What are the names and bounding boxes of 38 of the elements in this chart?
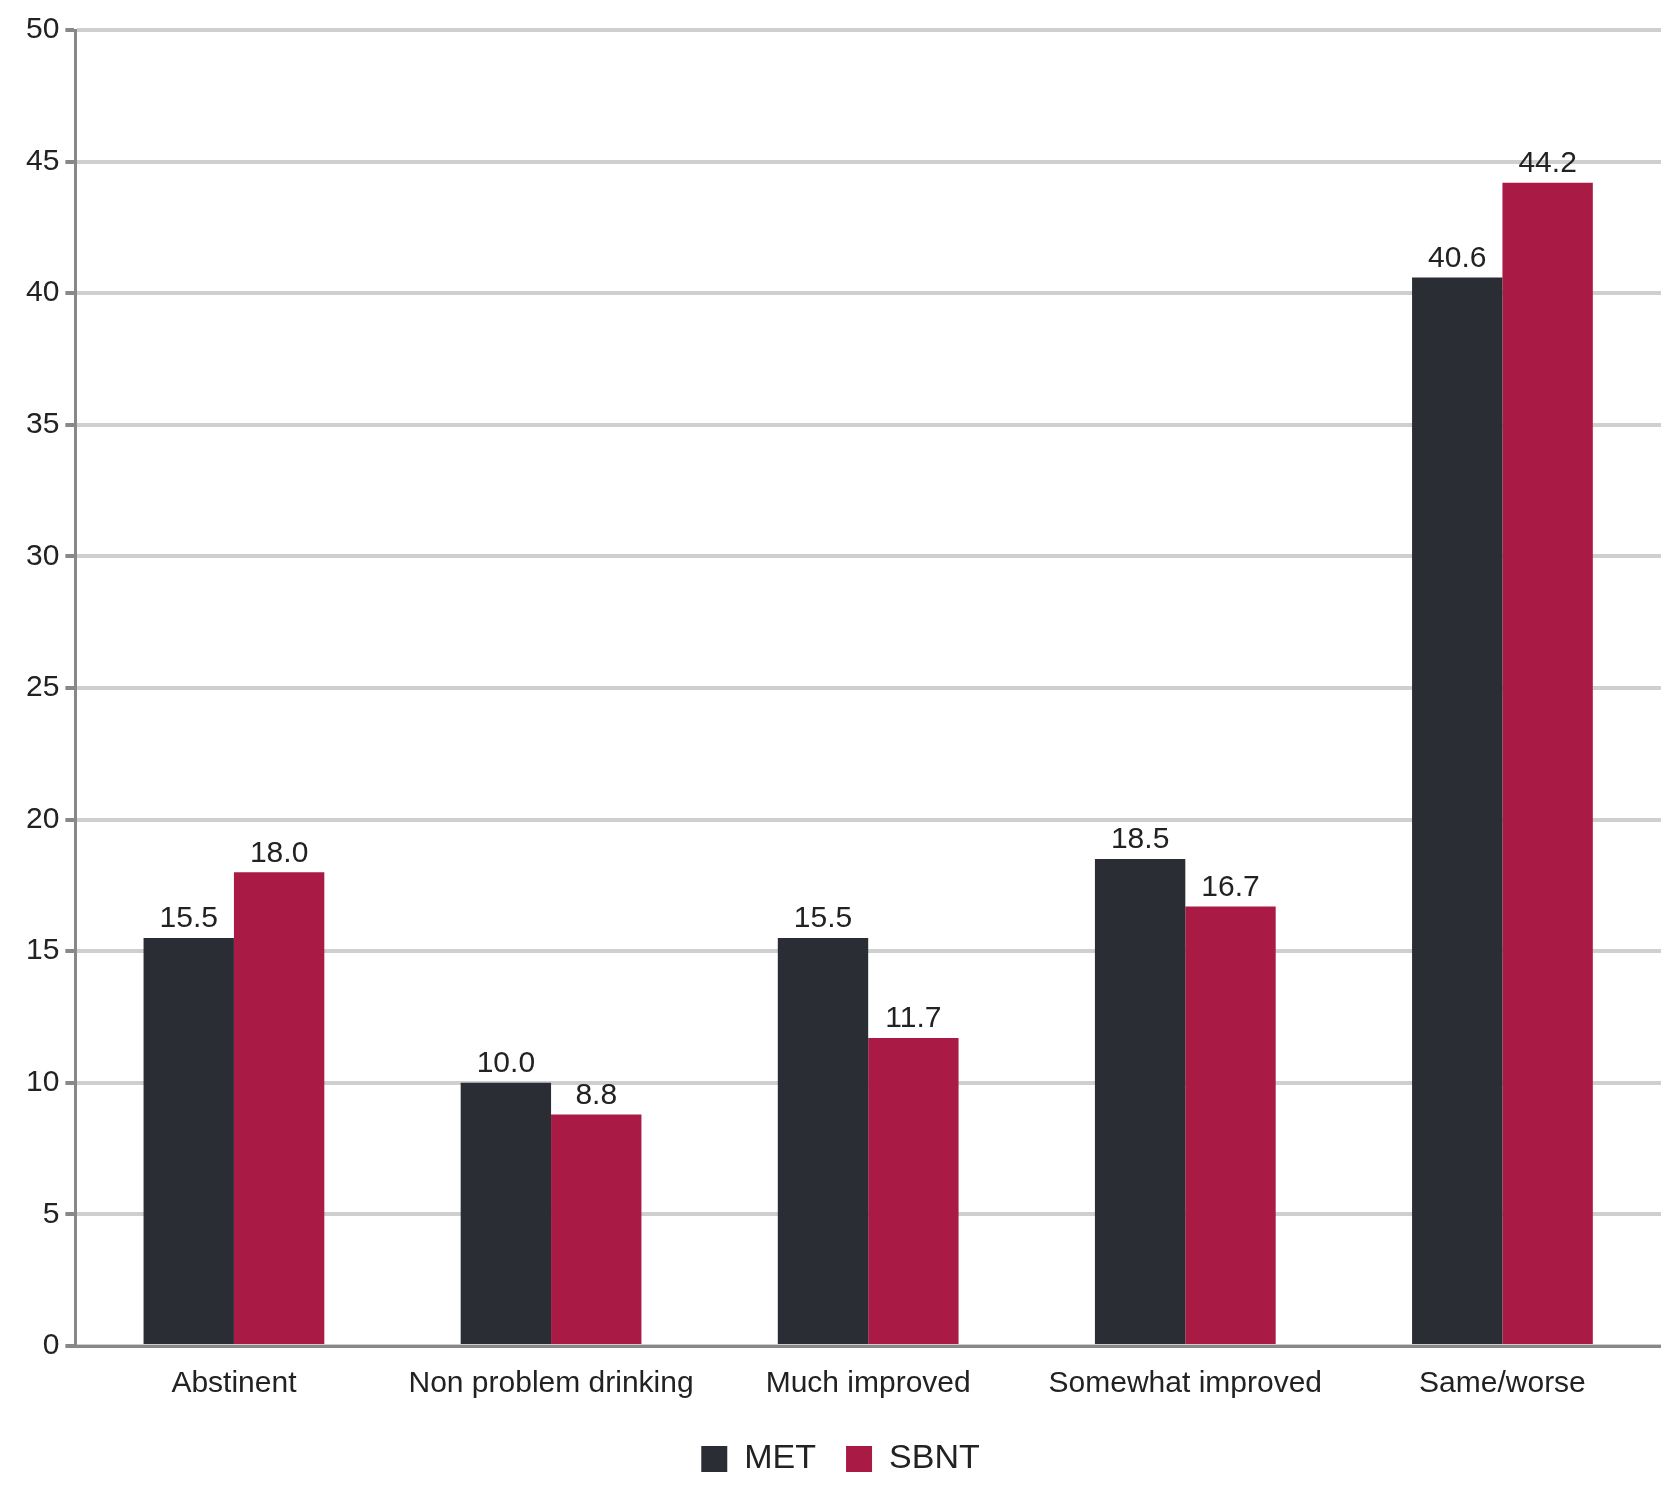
- x-tick-label: Same/worse: [1419, 1365, 1586, 1399]
- bar: [460, 1082, 552, 1344]
- x-tick-label: Much improved: [765, 1365, 971, 1399]
- x-tick-label: Abstinent: [171, 1365, 298, 1399]
- bar: [551, 1114, 642, 1344]
- bar: [777, 938, 869, 1344]
- y-tick-label: 25: [25, 669, 60, 703]
- legend-label: SBNT: [889, 1437, 980, 1476]
- bar: [233, 872, 325, 1344]
- y-tick-label: 45: [25, 142, 60, 176]
- y-tick-label: 35: [25, 406, 60, 440]
- y-tick-label: 10: [25, 1064, 60, 1098]
- data-label: 8.8: [575, 1076, 618, 1110]
- bar: [1502, 182, 1593, 1344]
- bar: [868, 1038, 959, 1344]
- bar: [1412, 277, 1503, 1344]
- bar: [1185, 906, 1276, 1344]
- data-label: 18.0: [249, 834, 309, 868]
- x-tick-label: Somewhat improved: [1048, 1365, 1323, 1399]
- y-tick-label: 50: [25, 11, 60, 45]
- data-label: 10.0: [476, 1045, 536, 1079]
- bar: [1094, 859, 1186, 1344]
- data-label: 15.5: [793, 900, 853, 934]
- data-label: 15.5: [159, 900, 218, 934]
- y-tick-label: 5: [42, 1195, 60, 1229]
- y-tick-label: 20: [25, 800, 60, 834]
- legend-label: MET: [744, 1437, 817, 1476]
- data-label: 11.7: [885, 1000, 942, 1034]
- x-tick-label: Non problem drinking: [408, 1365, 694, 1399]
- data-label: 44.2: [1518, 144, 1577, 178]
- data-label: 18.5: [1110, 821, 1170, 855]
- data-label: 40.6: [1428, 239, 1487, 273]
- y-tick-label: 15: [25, 932, 60, 966]
- y-tick-label: 0: [42, 1327, 60, 1361]
- y-tick-label: 30: [25, 537, 60, 571]
- y-tick-label: 40: [25, 274, 60, 308]
- data-label: 16.7: [1201, 868, 1260, 902]
- bar: [143, 938, 234, 1344]
